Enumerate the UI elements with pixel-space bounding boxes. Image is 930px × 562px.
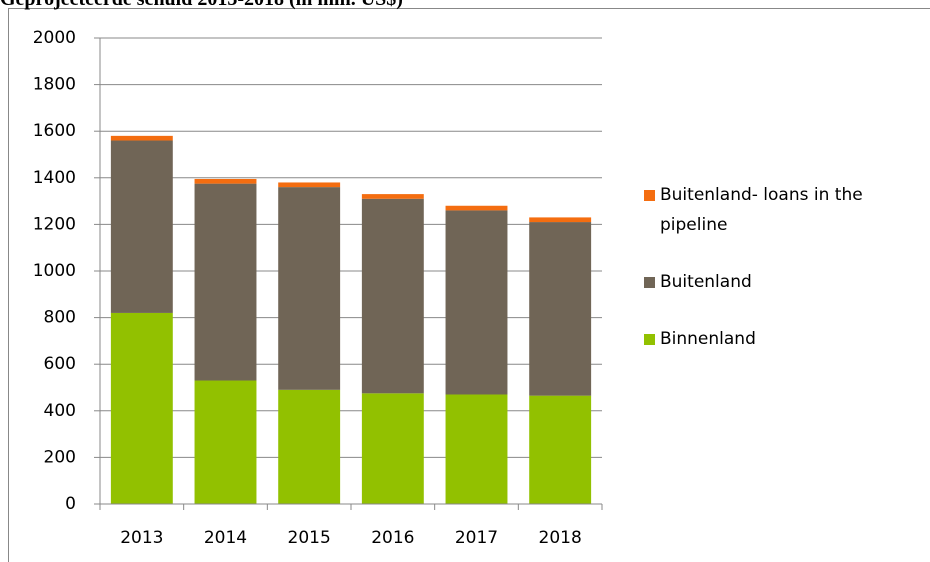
bar-segment — [110, 140, 173, 313]
bar-segment — [278, 187, 341, 390]
bar-segment — [194, 380, 257, 504]
bar-segment — [361, 393, 424, 504]
y-tick-label: 1000 — [33, 261, 76, 281]
bar-segment — [529, 222, 592, 396]
x-tick-label: 2013 — [120, 528, 163, 548]
y-tick-label: 200 — [44, 447, 76, 467]
y-tick-label: 2000 — [33, 28, 76, 48]
bar-segment — [445, 394, 508, 504]
legend-label: Buitenland- loans in the pipeline — [660, 185, 863, 235]
y-tick-label: 800 — [44, 308, 76, 328]
legend-label: Binnenland — [660, 329, 756, 349]
y-tick-label: 0 — [65, 494, 76, 514]
legend-item: Binnenland — [644, 324, 924, 354]
bar-segment — [278, 389, 341, 504]
x-tick-label: 2017 — [455, 528, 498, 548]
bar-segment — [194, 178, 257, 184]
bar-segment — [445, 210, 508, 395]
legend-item: Buitenland- loans in the pipeline — [644, 180, 924, 240]
bar-segment — [529, 395, 592, 504]
bar-segment — [278, 182, 341, 188]
bar-segment — [361, 198, 424, 394]
chart-title: Geprojecteerde schuld 2013-2018 (in mln.… — [0, 0, 403, 11]
y-tick-label: 1600 — [33, 121, 76, 141]
bar-segment — [445, 205, 508, 211]
bar-segment — [110, 135, 173, 141]
bar-segment — [529, 217, 592, 223]
bar-segment — [361, 194, 424, 199]
legend-swatch — [644, 334, 655, 345]
x-tick-label: 2015 — [288, 528, 331, 548]
y-tick-label: 1200 — [33, 214, 76, 234]
y-tick-label: 1400 — [33, 168, 76, 188]
legend-item: Buitenland — [644, 267, 924, 297]
x-tick-label: 2018 — [539, 528, 582, 548]
bar-segment — [110, 312, 173, 504]
y-tick-label: 600 — [44, 354, 76, 374]
legend: Buitenland- loans in the pipeline Buitenl… — [644, 180, 924, 381]
legend-swatch — [644, 190, 655, 201]
bar-segment — [194, 183, 257, 381]
legend-label: Buitenland — [660, 272, 752, 292]
y-tick-label: 400 — [44, 401, 76, 421]
x-tick-label: 2016 — [371, 528, 414, 548]
y-tick-label: 1800 — [33, 75, 76, 95]
x-tick-label: 2014 — [204, 528, 247, 548]
legend-swatch — [644, 277, 655, 288]
